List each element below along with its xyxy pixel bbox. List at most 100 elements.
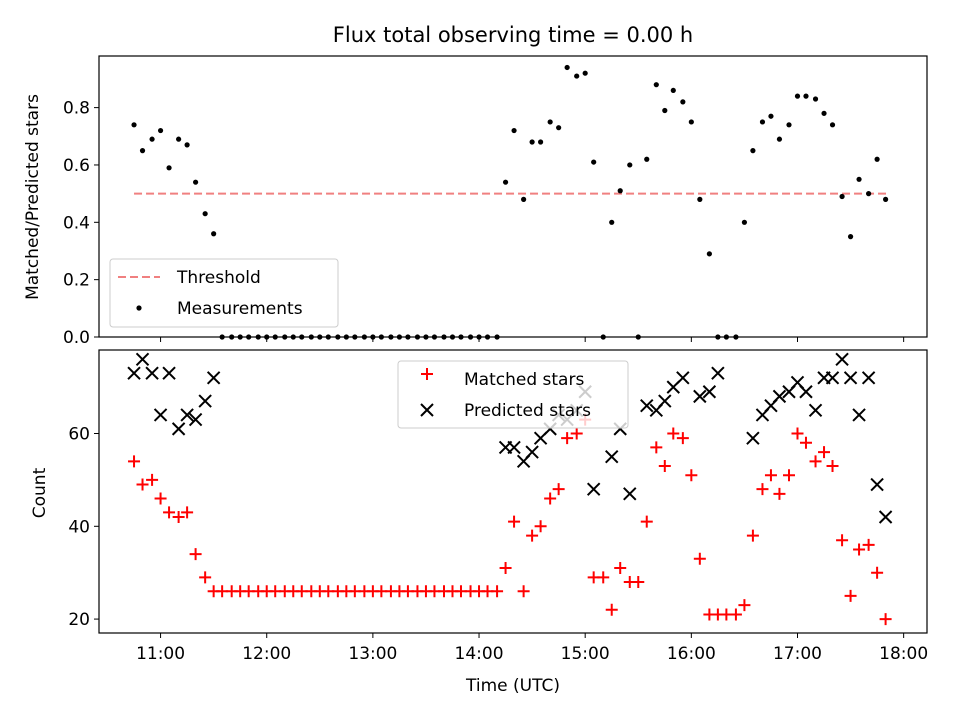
top-y-axis-label: Matched/Predicted stars	[23, 94, 43, 300]
measurement-point	[157, 127, 164, 134]
x-tick-label: 18:00	[879, 644, 928, 664]
predicted-stars-point	[799, 385, 813, 399]
top-y-tick-label: 0.4	[63, 213, 90, 233]
predicted-stars-point	[162, 366, 176, 380]
measurement-point	[547, 119, 553, 125]
measurement-point	[166, 165, 172, 171]
top-plot-area	[131, 64, 890, 340]
matched-stars-point	[738, 599, 751, 612]
predicted-stars-point	[188, 412, 203, 427]
matched-stars-point	[693, 552, 706, 565]
matched-stars-point	[508, 515, 521, 528]
matched-stars-point	[570, 427, 583, 440]
matched-stars-point	[818, 446, 831, 459]
measurement-point	[591, 159, 597, 165]
x-tick-label: 15:00	[561, 644, 610, 664]
measurement-point	[644, 156, 650, 162]
predicted-stars-point	[746, 431, 760, 445]
x-tick-label: 16:00	[667, 644, 716, 664]
measurement-point	[529, 139, 535, 145]
measurement-point	[609, 219, 615, 225]
matched-stars-point	[199, 571, 212, 584]
bottom-x-ticks: 11:00 12:00 13:00 14:00 15:00 16:00 17:00 18:00	[136, 633, 928, 664]
x-axis-label: Time (UTC)	[465, 676, 560, 696]
matched-stars-point	[667, 427, 680, 440]
matched-stars-point	[517, 585, 530, 598]
measurement-point	[211, 231, 217, 237]
measurement-point	[856, 176, 862, 182]
matched-stars-point	[836, 534, 849, 547]
x-tick-label: 17:00	[773, 644, 822, 664]
matched-stars-point	[561, 432, 574, 445]
measurement-point	[680, 99, 686, 105]
predicted-stars-point	[206, 371, 221, 385]
measurement-point	[794, 93, 801, 99]
predicted-stars-point	[605, 449, 619, 464]
predicted-stars-point	[825, 371, 840, 385]
measurement-point	[839, 193, 845, 200]
x-tick-label: 11:00	[136, 644, 185, 664]
predicted-stars-point	[843, 371, 858, 385]
measurement-point	[786, 122, 792, 128]
top-y-tick-label: 0.2	[63, 271, 90, 291]
top-y-tick-label: 0.0	[63, 328, 90, 348]
matched-legend-marker	[421, 368, 433, 380]
predicted-stars-point	[586, 482, 601, 496]
measurement-point	[706, 251, 712, 257]
x-tick-label: 14:00	[455, 644, 504, 664]
matched-stars-point	[163, 506, 176, 519]
measurement-point	[564, 64, 570, 71]
ratio-panel: Matched/Predicted stars 0.00.20.40.60.8 …	[23, 55, 928, 348]
measurement-point	[866, 191, 872, 197]
matched-stars-point	[658, 459, 671, 472]
predicted-stars-point	[145, 366, 159, 380]
predicted-legend-marker	[420, 403, 434, 417]
matched-stars-point	[544, 492, 557, 505]
predicted-stars-point	[658, 394, 672, 408]
bottom-y-ticks: 20 40 60	[68, 425, 99, 630]
bottom-y-tick-label: 60	[68, 425, 90, 445]
measurement-point	[874, 156, 880, 162]
matched-stars-point	[853, 543, 866, 556]
measurement-point	[812, 96, 819, 102]
measurement-point	[521, 196, 527, 202]
measurements-legend-marker	[136, 305, 142, 311]
matched-stars-point	[146, 473, 159, 486]
top-y-tick-label: 0.8	[63, 99, 90, 119]
measurement-point	[768, 113, 774, 119]
measurement-point	[688, 119, 694, 125]
predicted-stars-point	[507, 440, 521, 455]
bottom-y-tick-label: 20	[68, 610, 90, 630]
measurement-point	[511, 127, 517, 134]
matched-stars-point	[154, 492, 167, 505]
matched-stars-point	[862, 538, 875, 551]
bottom-axes-frame	[98, 349, 928, 634]
matched-stars-point	[534, 520, 547, 533]
matched-stars-point	[783, 469, 795, 482]
measurement-point	[821, 110, 827, 116]
measurement-point	[556, 125, 562, 131]
measurement-point	[776, 136, 783, 142]
measurement-point	[538, 139, 544, 145]
matched-stars-point	[871, 566, 884, 579]
measurement-point	[176, 136, 182, 142]
measurement-point	[193, 179, 199, 185]
matched-stars-point	[809, 455, 822, 468]
bottom-y-tick-label: 40	[68, 517, 90, 537]
matched-stars-point	[826, 459, 839, 472]
matched-stars-point	[552, 483, 565, 496]
matched-stars-point	[791, 427, 804, 440]
matched-stars-point	[746, 529, 759, 542]
matched-stars-point	[136, 478, 149, 491]
threshold-legend-label: Threshold	[176, 268, 261, 288]
predicted-stars-point	[180, 408, 194, 422]
predicted-stars-point	[870, 477, 884, 492]
matched-stars-point	[879, 613, 892, 626]
chart-title: Flux total observing time = 0.00 h	[333, 23, 693, 47]
matched-stars-point	[597, 571, 610, 584]
measurement-point	[829, 122, 836, 128]
matched-stars-point	[676, 432, 689, 445]
predicted-stars-point	[676, 371, 690, 385]
